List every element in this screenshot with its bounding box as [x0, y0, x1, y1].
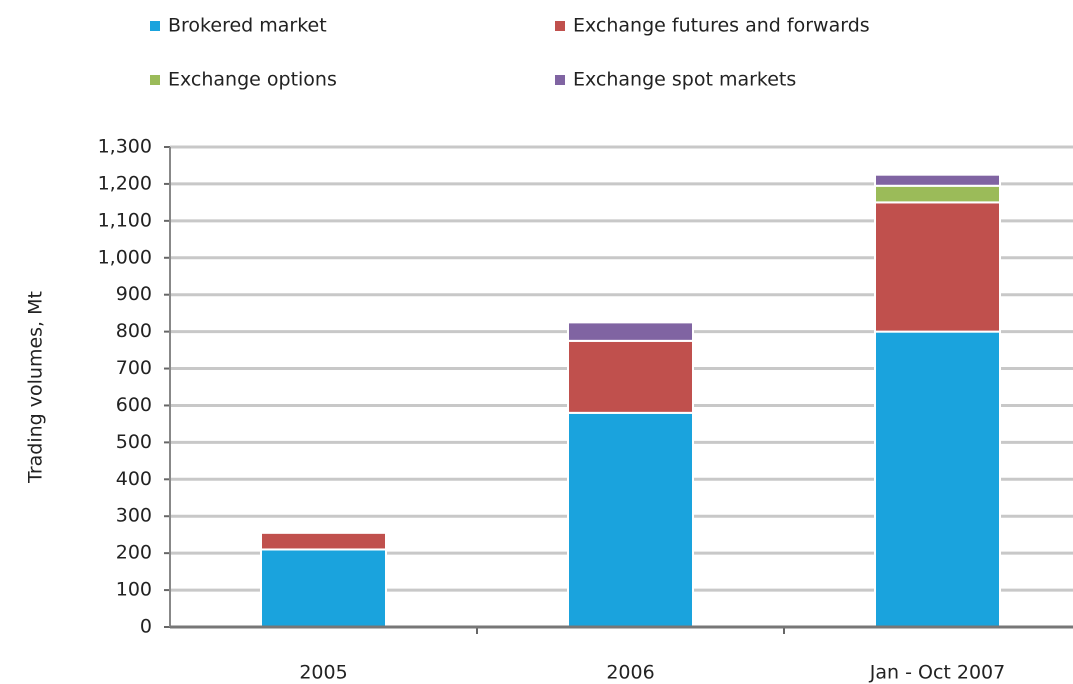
y-tick-label: 100: [116, 579, 152, 601]
x-tick-label: 2006: [606, 662, 654, 684]
legend-swatch: [555, 21, 565, 31]
y-tick-label: 200: [116, 542, 152, 564]
bar-segment: [260, 531, 387, 551]
y-tick-label: 600: [116, 394, 152, 416]
bar-segment: [874, 201, 1001, 333]
x-tick-label: Jan - Oct 2007: [869, 662, 1005, 684]
y-tick-label: 1,100: [98, 209, 152, 231]
bar-segment: [874, 330, 1001, 628]
legend-label: Exchange options: [168, 69, 337, 91]
y-tick-label: 500: [116, 431, 152, 453]
bar-segment: [874, 184, 1001, 204]
bar-segment: [567, 339, 694, 414]
legend-label: Exchange spot markets: [573, 69, 796, 91]
legend-label: Exchange futures and forwards: [573, 15, 870, 37]
y-tick-label: 400: [116, 468, 152, 490]
y-tick-label: 800: [116, 320, 152, 342]
y-tick-label: 300: [116, 505, 152, 527]
bar-segment: [567, 411, 694, 628]
y-tick-label: 900: [116, 283, 152, 305]
y-axis-label: Trading volumes, Mt: [25, 291, 47, 484]
legend-swatch: [150, 75, 160, 85]
bar-segment: [567, 321, 694, 342]
y-tick-label: 1,300: [98, 136, 152, 158]
legend-swatch: [555, 75, 565, 85]
legend-label: Brokered market: [168, 15, 327, 37]
legend-swatch: [150, 21, 160, 31]
x-tick-label: 2005: [299, 662, 347, 684]
bar-segment: [260, 548, 387, 629]
y-tick-label: 700: [116, 357, 152, 379]
y-tick-label: 1,200: [98, 172, 152, 194]
bar-segment: [874, 173, 1001, 187]
y-tick-label: 0: [140, 616, 152, 638]
y-tick-label: 1,000: [98, 246, 152, 268]
